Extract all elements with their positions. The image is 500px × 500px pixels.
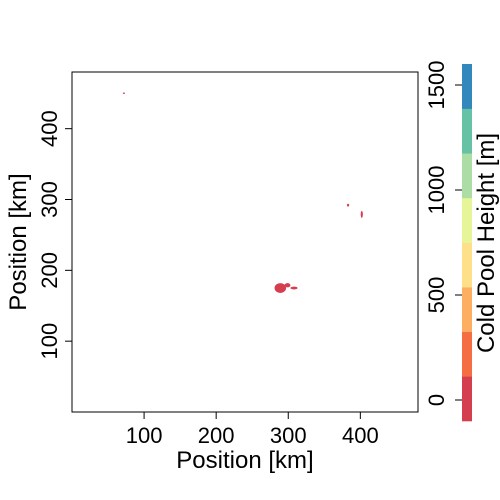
colorbar-segment — [462, 287, 472, 333]
x-axis: 100 200 300 400 — [126, 412, 379, 448]
y-tick-label: 100 — [37, 323, 62, 360]
colorbar-segment — [462, 153, 472, 199]
colorbar-segment — [462, 64, 472, 109]
x-tick-label: 200 — [198, 423, 235, 448]
colorbar — [462, 64, 472, 422]
y-axis-title: Position [km] — [5, 173, 32, 310]
x-axis-title: Position [km] — [176, 447, 313, 474]
colorbar-segment — [462, 242, 472, 288]
y-tick-label: 200 — [37, 252, 62, 289]
colorbar-segment — [462, 108, 472, 154]
y-tick-label: 300 — [37, 181, 62, 218]
plot-frame — [71, 71, 419, 413]
cold-pool-blob — [284, 283, 291, 288]
colorbar-segment — [462, 331, 472, 377]
cold-pool-blob — [122, 92, 125, 94]
x-tick-label: 100 — [126, 423, 163, 448]
cold-pool-blob — [274, 283, 287, 293]
colorbar-tick-label: 500 — [424, 277, 449, 314]
y-axis: 100 200 300 400 — [37, 110, 72, 360]
cold-pool-blob — [360, 210, 363, 218]
colorbar-tick-label: 0 — [424, 394, 449, 406]
colorbar-segment — [462, 376, 472, 422]
colorbar-segment — [462, 197, 472, 243]
x-tick-label: 300 — [270, 423, 307, 448]
x-tick-label: 400 — [342, 423, 379, 448]
colorbar-axis: 0 500 1000 1500 — [424, 61, 462, 406]
cold-pool-blob — [290, 286, 298, 290]
colorbar-tick-label: 1000 — [424, 166, 449, 215]
cold-pool-field — [122, 92, 363, 293]
colorbar-title: Cold Pool Height [m] — [473, 133, 500, 353]
y-tick-label: 400 — [37, 110, 62, 147]
colorbar-tick-label: 1500 — [424, 61, 449, 110]
cold-pool-blob — [346, 203, 350, 207]
